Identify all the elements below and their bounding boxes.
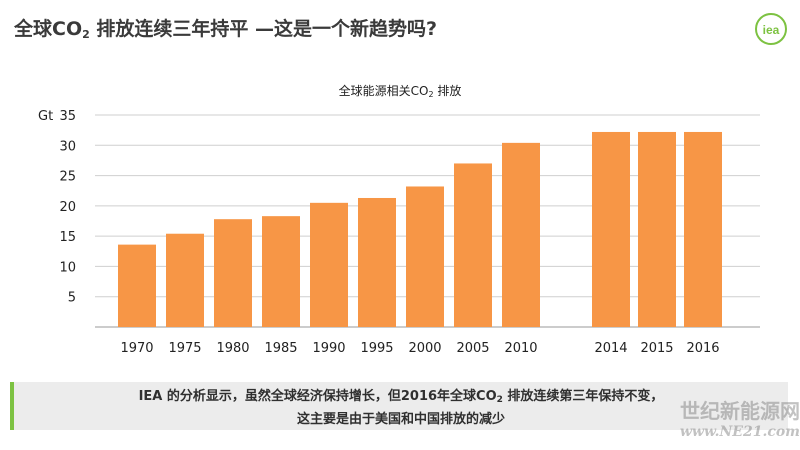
bar-2015 xyxy=(638,131,676,327)
bar-1970 xyxy=(118,244,156,327)
y-tick-label: 35 xyxy=(59,109,76,124)
chart-title: 全球能源相关CO2 排放 xyxy=(0,82,800,99)
caption-line-2: 这主要是由于美国和中国排放的减少 xyxy=(296,412,505,427)
x-tick-label: 1985 xyxy=(264,341,297,356)
x-tick-label: 1980 xyxy=(216,341,249,356)
y-tick-label: 25 xyxy=(59,170,76,185)
caption-line-1: IEA 的分析显示，虽然全球经济保持增长，但2016年全球CO2 排放连续第三年… xyxy=(14,387,788,410)
chart-title-subscript: 2 xyxy=(428,90,434,99)
x-tick-label: 2000 xyxy=(408,341,441,356)
y-tick-label: 20 xyxy=(59,200,76,215)
bar-1995 xyxy=(358,197,396,327)
caption-line-1-suffix: 排放连续第三年保持不变， xyxy=(502,389,664,404)
bar-1985 xyxy=(262,216,300,327)
x-tick-label: 2005 xyxy=(456,341,489,356)
x-tick-label: 1995 xyxy=(360,341,393,356)
watermark-line-2: www.NE21.com xyxy=(679,424,800,440)
bar-2000 xyxy=(406,186,444,327)
bar-1975 xyxy=(166,233,204,327)
iea-logo-text: iea xyxy=(763,23,780,37)
slide-title: 全球CO2 排放连续三年持平 —这是一个新趋势吗? xyxy=(14,14,437,41)
x-tick-label: 1975 xyxy=(168,341,201,356)
slide-title-prefix: 全球CO xyxy=(14,18,83,40)
y-tick-label: 10 xyxy=(59,260,76,275)
caption-line-1-prefix: IEA 的分析显示，虽然全球经济保持增长，但2016年全球CO xyxy=(138,389,497,404)
watermark: 世纪新能源网 www.NE21.com xyxy=(640,400,800,448)
bar-2005 xyxy=(454,163,492,327)
chart-title-prefix: 全球能源相关CO xyxy=(338,84,429,98)
bar-2010 xyxy=(502,142,540,327)
y-tick-label: 5 xyxy=(68,291,76,306)
y-tick-label: 30 xyxy=(59,139,76,154)
iea-logo-icon: iea xyxy=(755,13,787,45)
caption-line-1-subscript: 2 xyxy=(496,395,503,405)
emissions-bar-chart: 5 10 15 20 25 30 35 Gt 1970 1975 1980 1985 1990 1995 2… xyxy=(38,109,760,356)
bar-1980 xyxy=(214,219,252,327)
chart-title-suffix: 排放 xyxy=(433,84,462,98)
x-tick-label: 2015 xyxy=(640,341,673,356)
watermark-line-1: 世纪新能源网 xyxy=(680,399,800,423)
slide-header: 全球CO2 排放连续三年持平 —这是一个新趋势吗? iea xyxy=(0,0,800,60)
x-tick-label: 1990 xyxy=(312,341,345,356)
bar-2014 xyxy=(592,131,630,327)
bar-2016 xyxy=(684,131,722,327)
caption-box: IEA 的分析显示，虽然全球经济保持增长，但2016年全球CO2 排放连续第三年… xyxy=(10,382,788,430)
y-tick-label: 15 xyxy=(59,230,76,245)
slide-title-subscript: 2 xyxy=(82,28,90,41)
x-tick-label: 2010 xyxy=(504,341,537,356)
x-tick-label: 1970 xyxy=(120,341,153,356)
x-tick-label: 2014 xyxy=(594,341,627,356)
slide-title-suffix: 排放连续三年持平 —这是一个新趋势吗? xyxy=(89,18,438,40)
x-tick-label: 2016 xyxy=(686,341,719,356)
bar-1990 xyxy=(310,202,348,327)
y-axis-unit-label: Gt xyxy=(38,109,53,124)
